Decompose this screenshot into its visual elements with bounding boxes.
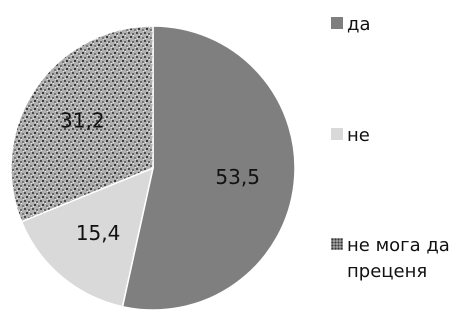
pie-slice-ne <box>20 166 155 308</box>
legend-swatch-ne-moga <box>331 238 343 250</box>
legend-swatch-da <box>331 17 343 29</box>
legend-label-ne: не <box>347 125 370 146</box>
legend-item-da: да <box>331 12 457 38</box>
pie-slice-da <box>121 25 296 311</box>
slice-value-label-da: 53,5 <box>215 165 260 189</box>
legend-swatch-ne <box>331 128 343 140</box>
legend-label-ne-moga: не мога да преценя <box>347 235 450 282</box>
slice-value-label-ne: 15,4 <box>76 221 121 245</box>
pie-slice-ne-moga <box>10 25 154 223</box>
legend-item-ne: не <box>331 123 457 149</box>
slice-value-label-ne-moga: 31,2 <box>60 109 105 133</box>
legend-item-ne-moga: не мога да преценя <box>331 233 457 285</box>
legend-label-da: да <box>347 14 371 35</box>
legend: да не не мога да преценя <box>331 0 463 325</box>
